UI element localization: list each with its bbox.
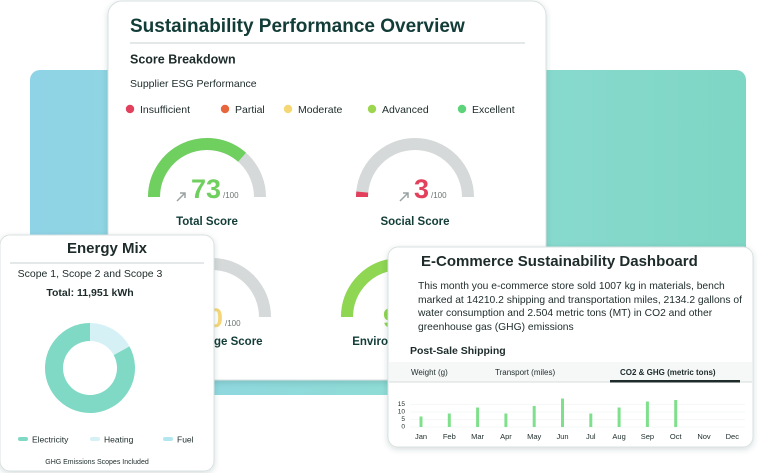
y-tick-label: 10 bbox=[398, 409, 406, 416]
x-tick-label: Oct bbox=[670, 432, 683, 441]
trend-icon bbox=[399, 192, 409, 202]
gauge-track bbox=[356, 138, 474, 198]
section-title: Score Breakdown bbox=[130, 52, 236, 66]
description: This month you e-commerce store sold 100… bbox=[418, 281, 742, 333]
y-tick-label: 0 bbox=[401, 424, 405, 431]
gauge-max: /100 bbox=[223, 191, 239, 200]
legend-label: Partial bbox=[235, 104, 265, 116]
x-tick-label: Nov bbox=[697, 432, 711, 441]
x-tick-label: Mar bbox=[471, 432, 484, 441]
x-tick-label: Dec bbox=[726, 432, 740, 441]
energy-mix-card: Energy Mix Scope 1, Scope 2 and Scope 3 … bbox=[0, 234, 215, 472]
bar bbox=[589, 413, 593, 427]
x-tick-label: May bbox=[527, 432, 541, 441]
legend-label: Electricity bbox=[32, 434, 69, 444]
legend-label: Insufficient bbox=[140, 104, 190, 116]
bar bbox=[617, 407, 621, 427]
x-tick-label: Jun bbox=[556, 432, 568, 441]
tab[interactable]: Transport (miles) bbox=[495, 368, 555, 377]
subtitle: Supplier ESG Performance bbox=[130, 78, 257, 90]
tab[interactable]: Weight (g) bbox=[411, 368, 448, 377]
gauge-arc bbox=[148, 138, 247, 198]
description-box: This month you e-commerce store sold 100… bbox=[418, 281, 742, 333]
x-tick-label: Aug bbox=[612, 432, 625, 441]
legend-dot bbox=[457, 104, 467, 114]
section-title: Post-Sale Shipping bbox=[410, 345, 506, 357]
subtitle: Scope 1, Scope 2 and Scope 3 bbox=[18, 268, 163, 280]
legend-dot bbox=[220, 104, 230, 114]
gauge-label: Enviro bbox=[352, 336, 388, 348]
legend: Insufficient Partial Moderate Advanced Excel… bbox=[125, 104, 515, 116]
x-tick-label: Jul bbox=[586, 432, 596, 441]
donut-chart: Electricity Heating Fuel bbox=[18, 323, 194, 444]
y-tick-label: 15 bbox=[398, 401, 406, 408]
legend-swatch bbox=[90, 437, 100, 441]
donut-segment bbox=[45, 323, 136, 414]
x-tick-label: Feb bbox=[443, 432, 456, 441]
legend-label: Advanced bbox=[382, 104, 429, 116]
tabs: Weight (g) Transport (miles) CO2 & GHG (me… bbox=[411, 368, 740, 383]
x-tick-label: Jan bbox=[415, 432, 427, 441]
gauge-value: 3 bbox=[414, 174, 429, 204]
y-tick-label: 5 bbox=[401, 416, 405, 423]
legend-swatch bbox=[163, 437, 173, 441]
legend-label: Excellent bbox=[472, 104, 515, 116]
gauge-label: ge Score bbox=[214, 336, 263, 348]
gauge-max: /100 bbox=[225, 319, 241, 328]
x-tick-label: Sep bbox=[641, 432, 654, 441]
card bbox=[0, 234, 215, 472]
card-title: Sustainability Performance Overview bbox=[130, 16, 465, 37]
gauge-value: 73 bbox=[191, 174, 221, 204]
bar bbox=[532, 406, 536, 427]
legend-swatch bbox=[18, 437, 28, 441]
legend-label: Moderate bbox=[298, 104, 343, 116]
legend-dot bbox=[367, 104, 377, 114]
legend-dot bbox=[283, 104, 293, 114]
active-tab-indicator bbox=[610, 380, 740, 383]
card-title: E-Commerce Sustainability Dashboard bbox=[421, 253, 698, 270]
bar bbox=[561, 398, 564, 427]
total: Total: 11,951 kWh bbox=[46, 287, 133, 299]
bar bbox=[674, 400, 678, 427]
gauge-label: Social Score bbox=[380, 216, 449, 228]
bar bbox=[476, 407, 480, 427]
bar bbox=[447, 413, 451, 427]
tab-bar bbox=[389, 362, 752, 382]
x-tick-label: Apr bbox=[500, 432, 512, 441]
card-title: Energy Mix bbox=[67, 240, 148, 257]
legend-label: Fuel bbox=[177, 434, 194, 444]
trend-icon bbox=[176, 192, 186, 202]
ecommerce-card: E-Commerce Sustainability Dashboard This… bbox=[387, 246, 754, 448]
gauge-max: /100 bbox=[431, 191, 447, 200]
footer: GHG Emissions Scopes Included bbox=[45, 459, 149, 466]
legend-label: Heating bbox=[104, 434, 134, 444]
bar bbox=[419, 416, 423, 427]
donut-segment bbox=[90, 323, 130, 355]
bar bbox=[645, 401, 649, 427]
card bbox=[387, 246, 754, 448]
gauge-label: Total Score bbox=[176, 216, 238, 228]
bar bbox=[504, 413, 508, 427]
legend-dot bbox=[125, 104, 135, 114]
tab[interactable]: CO2 & GHG (metric tons) bbox=[620, 368, 716, 377]
